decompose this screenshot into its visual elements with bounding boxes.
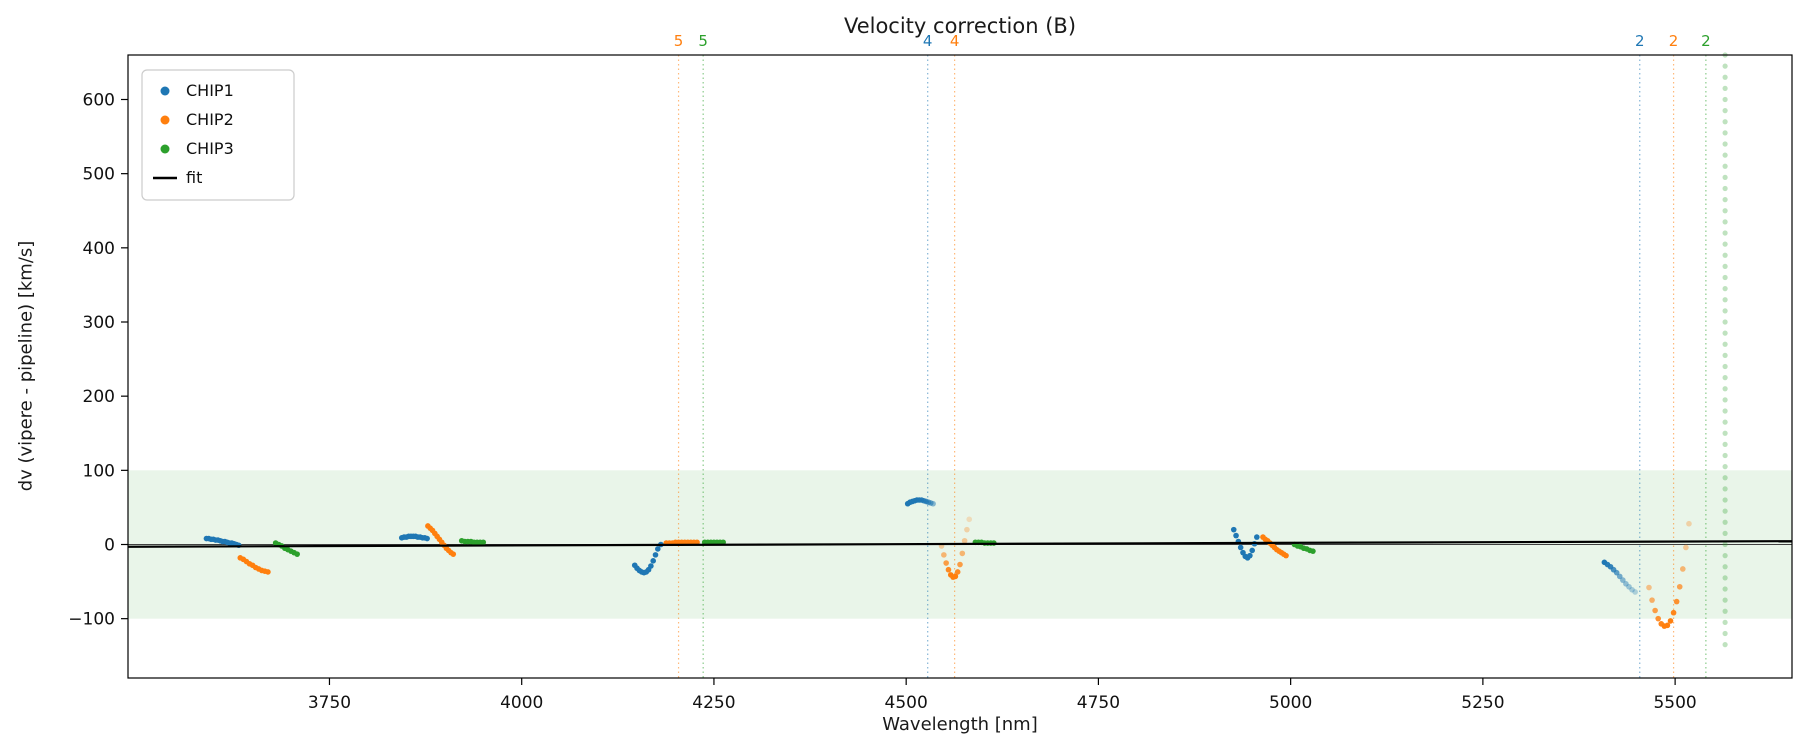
y-axis-label: dv (vipere - pipeline) [km/s] (15, 240, 37, 492)
x-tick-label: 5250 (1461, 693, 1504, 713)
x-tick-label: 4250 (692, 693, 735, 713)
legend-label: CHIP2 (186, 110, 234, 129)
vline-count-label: 4 (923, 32, 933, 50)
vline-count-label: 2 (1701, 32, 1711, 50)
y-tick-label: 500 (83, 165, 115, 185)
legend-marker-CHIP2 (160, 115, 170, 125)
vline-count-label: 5 (674, 32, 684, 50)
y-tick-label: −100 (68, 610, 115, 630)
x-tick-label: 5000 (1269, 693, 1312, 713)
y-tick-label: 200 (83, 387, 115, 407)
x-tick-label: 4000 (500, 693, 543, 713)
y-tick-label: 300 (83, 313, 115, 333)
series-CHIP2 (237, 516, 1692, 629)
legend-label: CHIP3 (186, 139, 234, 158)
x-axis-label: Wavelength [nm] (882, 714, 1038, 735)
axes-spines (127, 54, 1793, 679)
vline-count-label: 2 (1635, 32, 1645, 50)
legend-label: CHIP1 (186, 81, 234, 100)
y-tick-label: 0 (104, 536, 115, 556)
x-tick-label: 4500 (885, 693, 928, 713)
vline-count-label: 4 (950, 32, 960, 50)
y-tick-label: 600 (83, 91, 115, 111)
chart-title: Velocity correction (B) (843, 14, 1077, 38)
y-tick-label: 100 (83, 461, 115, 481)
x-tick-label: 5500 (1653, 693, 1696, 713)
fit-line (127, 540, 1793, 548)
vline-count-label: 5 (698, 32, 708, 50)
legend: CHIP1 CHIP2 CHIP3 fit (141, 69, 295, 201)
legend-marker-CHIP1 (160, 86, 170, 96)
x-axis-ticks: 3750 4000 4250 4500 4750 5000 5250 5500 (308, 678, 1697, 713)
y-tick-label: 400 (83, 239, 115, 259)
legend-label: fit (186, 168, 202, 187)
x-tick-label: 3750 (308, 693, 351, 713)
y-axis-ticks: −100 0 100 200 300 400 500 600 (68, 91, 128, 630)
vline-count-label: 2 (1669, 32, 1679, 50)
x-tick-label: 4750 (1077, 693, 1120, 713)
series-CHIP3 (272, 52, 1728, 648)
legend-marker-CHIP3 (160, 144, 170, 154)
